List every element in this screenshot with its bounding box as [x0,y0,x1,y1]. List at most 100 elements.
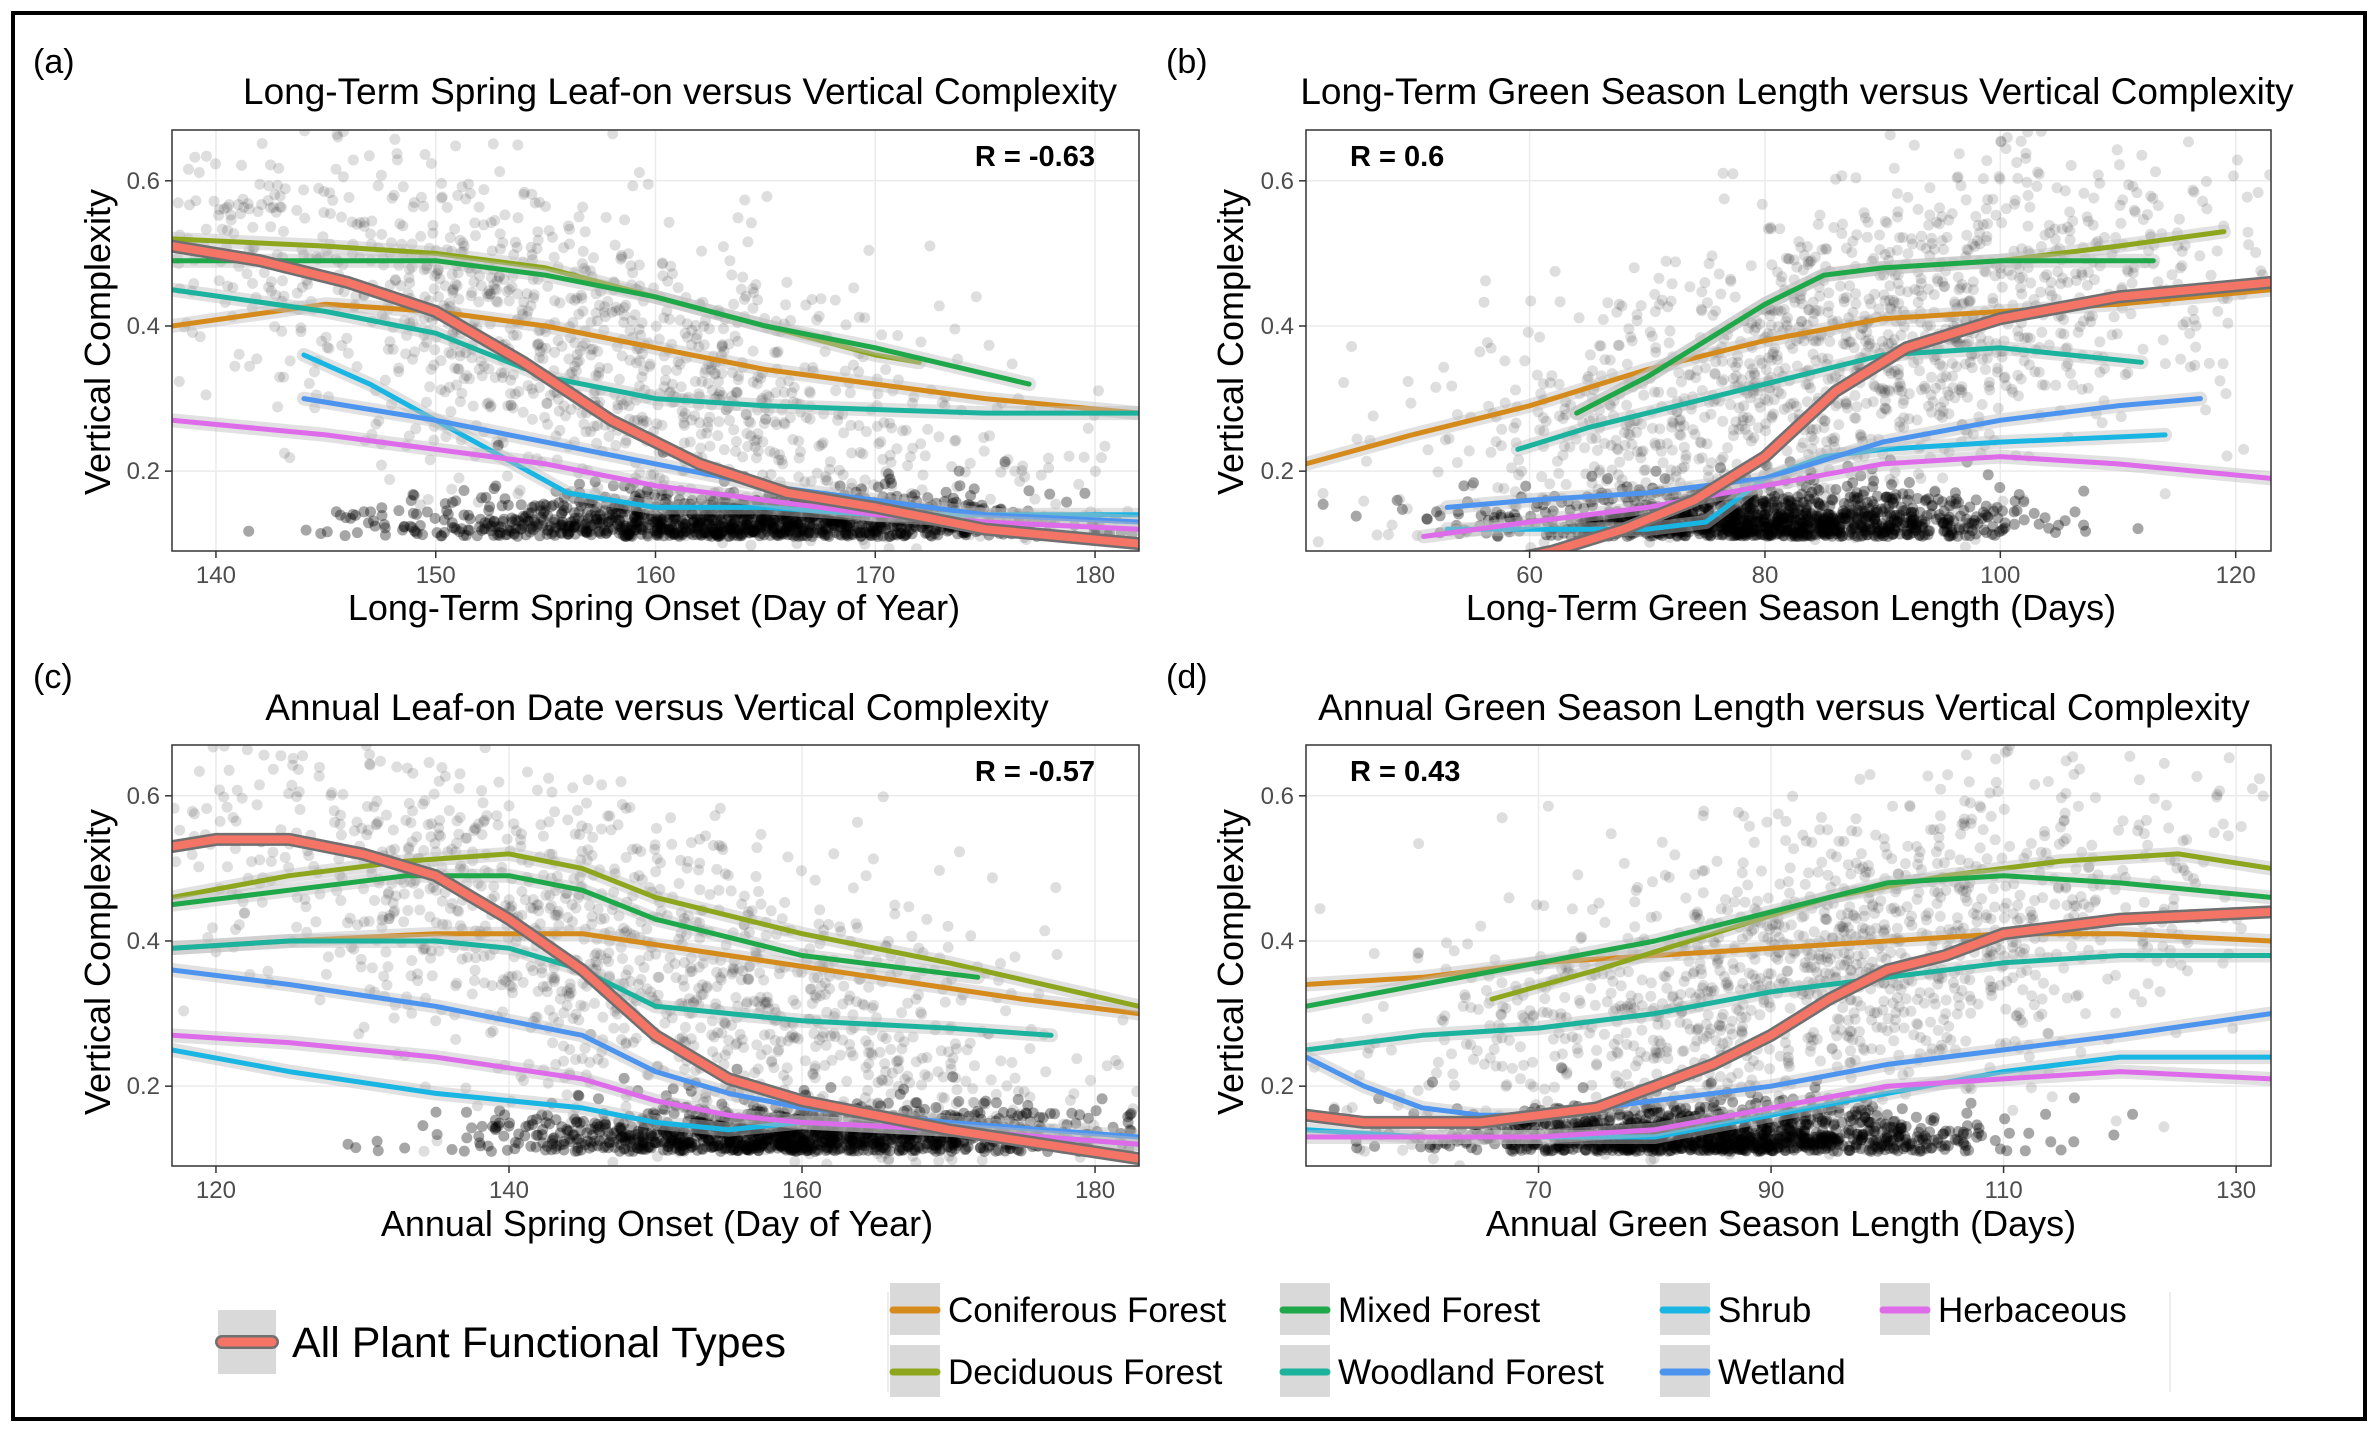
panel-b-point [1865,524,1877,536]
panel-a-point [749,441,761,453]
panel-b-point [1888,524,1900,536]
panel-a-point [1006,358,1018,370]
panel-a-point [548,526,560,538]
panel-a-point [886,521,898,533]
panel-a-point [625,520,637,532]
panel-b-point [1786,515,1798,527]
panel-a-point [780,512,792,524]
panel-b-point [1888,510,1900,521]
panel-a-point [700,508,712,519]
panel-a-point [848,282,860,294]
panel-a-point [531,520,543,532]
panel-a-point [265,276,277,288]
panel-a-point [735,530,746,542]
panel-a-point [734,524,746,535]
panel-a-point [512,212,524,224]
panel-a-point [695,514,707,526]
panel-b-point [1586,500,1598,512]
panel-a-point [1079,487,1091,499]
panel-b-point [1699,523,1711,535]
panel-b-point [1663,337,1675,349]
panel-a-point [274,371,286,383]
panel-a-point [393,366,405,378]
panel-a-point [728,529,739,541]
panel-b-point [2021,176,2033,188]
panel-a-point [669,511,681,523]
panel-a-point [565,516,577,528]
panel-a-point [732,530,744,542]
panel-a-point [665,527,677,539]
panel-a-point [622,529,634,540]
panel-a-point [491,284,502,296]
panel-a-point [200,223,212,235]
panel-a-point [833,516,845,528]
panel-a-point [573,355,585,367]
panel-a-point [581,526,592,538]
panel-a-point [847,529,859,541]
panel-a-point [323,342,335,354]
panel-a-point [563,353,575,365]
panel-a-point [469,217,481,229]
panel-a-point [475,513,486,525]
panel-b-point [2043,522,2055,534]
panel-a-point [656,514,668,526]
panel-a-point [186,326,198,338]
panel-b-point [1727,510,1739,522]
panel-b-point [1421,513,1433,525]
panel-a-point [274,190,286,202]
panel-a-point [950,434,962,446]
panel-b-point [1723,520,1734,532]
panel-a-point [441,201,453,213]
panel-a-point [588,387,600,399]
panel-b-point [1740,519,1752,531]
panel-a-point [730,508,742,520]
panel-a-point [630,516,642,528]
panel-a-point [722,524,734,536]
panel-a-point [602,516,614,528]
panel-b-point [2187,304,2199,316]
panel-b-point [1717,515,1729,527]
panel-b-point [2022,190,2034,201]
panel-a-point [542,510,554,522]
panel-a-point [330,163,342,175]
panel-a-point [876,329,888,341]
panel-a-point [900,528,912,540]
panel-a-point [748,526,760,538]
panel-a-point [578,522,589,534]
panel-a-point [393,505,405,517]
panel-a-point [677,518,689,529]
panel-b-point [1499,355,1511,367]
panel-b-point [1919,516,1931,528]
panel-a-point [705,364,717,376]
panel-a-point [494,243,506,255]
panel-a-point [691,512,703,524]
panel-a-point [542,418,554,430]
panel-a-point [213,209,225,221]
panel-a-point [428,283,440,295]
panel-a-point [872,531,884,542]
panel-a-point [833,409,844,421]
panel-a-point [351,361,363,373]
panel-b-point [1760,512,1772,524]
panel-a-point [376,502,388,514]
panel-a-point [376,459,387,471]
panel-a-point [819,517,831,529]
panel-a-point [862,520,874,532]
panel-a-point [801,511,813,523]
panel-a-point [600,527,612,539]
panel-b-point [1790,515,1802,527]
panel-b-point [1846,509,1858,521]
panel-a-point [702,377,714,389]
panel-b-point [1736,526,1748,538]
panel-b-point [1699,527,1711,539]
panel-b-point [1924,209,1936,221]
panel-b-point [2173,213,2185,225]
panel-a-point [585,509,597,521]
panel-a-point [649,525,661,537]
panel-a-point [800,412,812,423]
panel-a-point [529,516,541,528]
panel-a-point [566,367,578,378]
panel-a-point [407,507,419,519]
panel-a-point [587,519,599,531]
panel-a-point [840,529,852,541]
